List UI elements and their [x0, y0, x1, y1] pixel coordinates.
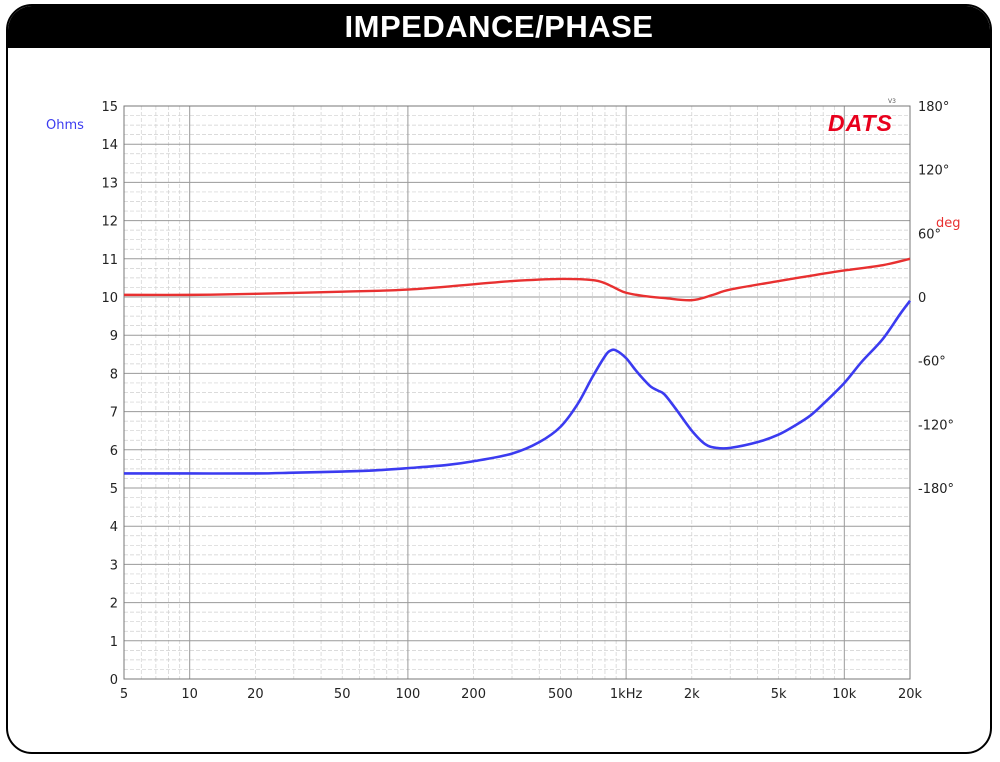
y-axis-right-ticks: 180° 120° 60° 0 -60° -120° -180° [918, 100, 954, 497]
x-tick-label: 20 [247, 687, 264, 702]
x-axis-ticks: 5 10 20 50 100 200 500 1kHz 2k 5k 10k 20k [120, 687, 923, 702]
x-tick-label: 5 [120, 687, 128, 702]
dats-logo: DATS [828, 110, 893, 136]
y-left-tick-label: 10 [101, 291, 118, 306]
y-left-tick-label: 14 [101, 138, 118, 153]
x-tick-label: 200 [461, 687, 486, 702]
y-left-tick-label: 11 [101, 253, 118, 268]
y-right-tick-label: 60° [918, 227, 941, 242]
chart-title: IMPEDANCE/PHASE [8, 6, 990, 48]
y-left-tick-label: 13 [101, 176, 118, 191]
y-right-tick-label: -180° [918, 482, 954, 497]
x-tick-label: 100 [395, 687, 420, 702]
y-right-tick-label: -120° [918, 418, 954, 433]
y-axis-left-label: Ohms [46, 118, 84, 133]
y-right-tick-label: 180° [918, 100, 949, 115]
plot-border [123, 105, 911, 680]
x-tick-label: 5k [771, 687, 787, 702]
y-right-tick-label: 0 [918, 291, 926, 306]
x-tick-label: 2k [684, 687, 700, 702]
y-right-tick-label: -60° [918, 355, 946, 370]
y-left-tick-label: 7 [110, 406, 118, 421]
x-tick-label: 20k [898, 687, 923, 702]
y-left-tick-label: 6 [110, 444, 118, 459]
y-axis-right-label: deg [936, 216, 961, 231]
y-left-tick-label: 12 [101, 215, 118, 230]
y-left-tick-label: 9 [110, 329, 118, 344]
y-right-tick-label: 120° [918, 164, 949, 179]
y-left-tick-label: 0 [110, 673, 118, 688]
y-left-tick-label: 1 [110, 635, 118, 650]
y-left-tick-label: 15 [101, 100, 118, 115]
y-left-tick-label: 3 [110, 558, 118, 573]
y-left-tick-label: 2 [110, 597, 118, 612]
grid-minor [124, 106, 910, 679]
x-tick-label: 10 [181, 687, 198, 702]
impedance-series-line [123, 300, 912, 475]
x-tick-label: 10k [832, 687, 857, 702]
grid-major [124, 106, 910, 679]
x-tick-label: 1kHz [610, 687, 643, 702]
x-tick-label: 50 [334, 687, 351, 702]
y-left-tick-label: 5 [110, 482, 118, 497]
phase-series-line [123, 257, 911, 302]
dats-logo-version: V3 [888, 98, 896, 105]
y-left-tick-label: 4 [110, 520, 118, 535]
x-tick-label: 500 [548, 687, 573, 702]
y-left-tick-label: 8 [110, 367, 118, 382]
